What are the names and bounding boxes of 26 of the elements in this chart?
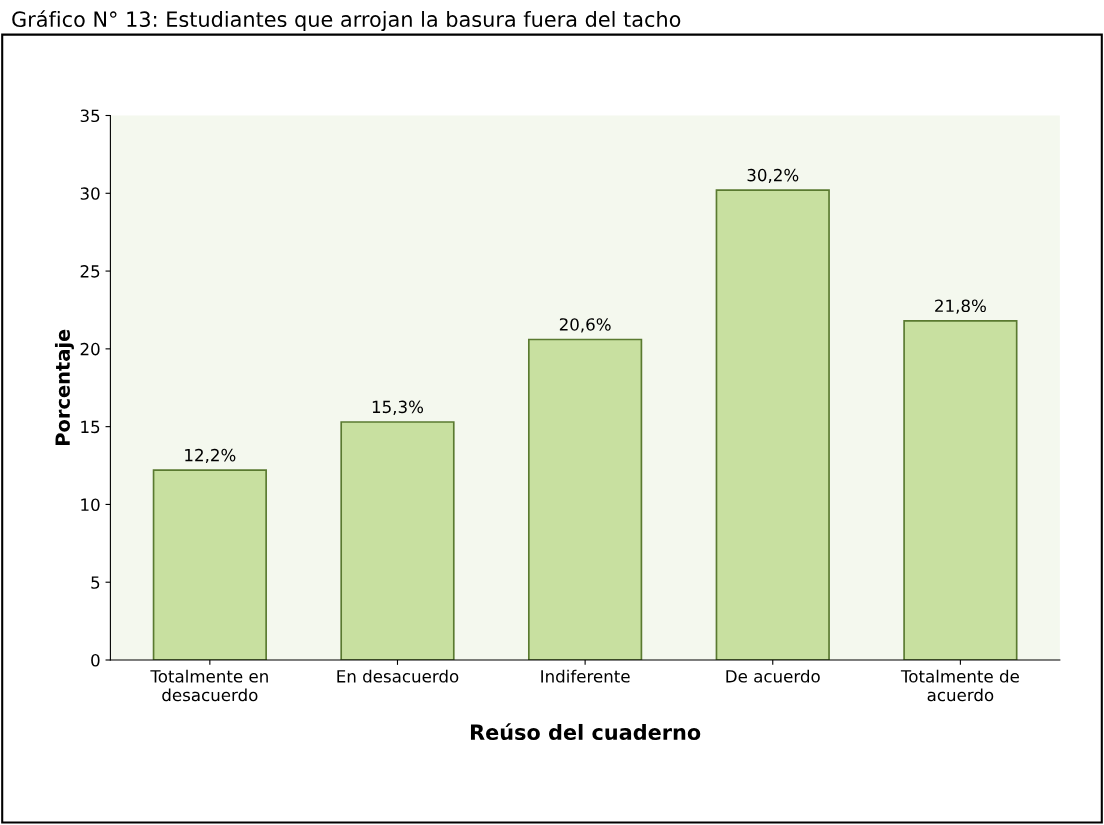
- y-tick-label: 20: [80, 342, 100, 356]
- bar: [152, 469, 267, 660]
- bar: [340, 421, 455, 660]
- x-tick-label: Totalmente en desacuerdo: [150, 669, 268, 702]
- data-label: 21,8%: [935, 299, 986, 314]
- bar: [715, 189, 830, 660]
- x-tick-label: Indiferente: [541, 669, 630, 683]
- bar: [903, 320, 1018, 660]
- y-tick-label: 10: [81, 498, 100, 511]
- x-tick-label: En desacuerdo: [337, 669, 459, 683]
- y-tick-label: 15: [81, 420, 100, 434]
- data-label: 20,6%: [559, 318, 611, 333]
- data-label: 12,2%: [185, 448, 236, 464]
- data-label: 15,3%: [372, 400, 424, 415]
- y-tick-label: 0: [91, 653, 100, 667]
- y-tick-label: 25: [80, 265, 100, 278]
- chart-title: Gráfico N° 13: Estudiantes que arrojan la basura fuera del tacho: [12, 10, 681, 32]
- x-axis-title: Reúso del cuaderno: [470, 723, 701, 741]
- y-tick-label: 35: [80, 109, 100, 123]
- data-label: 30,2%: [747, 168, 799, 184]
- y-axis-title: Porcentaje: [54, 329, 74, 445]
- bar: [527, 338, 643, 660]
- y-tick-label: 30: [80, 187, 100, 200]
- y-tick-label: 5: [91, 576, 100, 589]
- x-tick-label: Totalmente de acuerdo: [900, 669, 1019, 702]
- x-tick-label: De acuerdo: [726, 669, 820, 683]
